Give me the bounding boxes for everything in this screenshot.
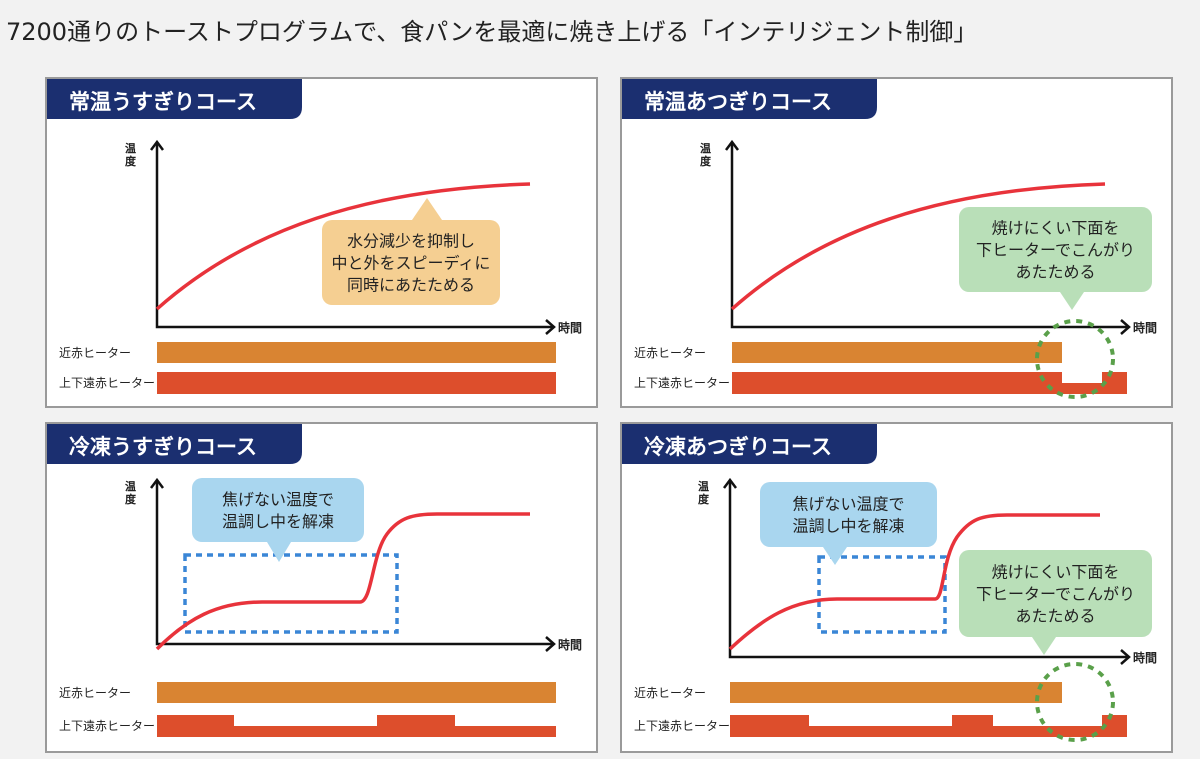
callout-text: 温調し中を解凍 [222, 512, 334, 531]
dashed-highlight-box [817, 555, 947, 634]
temperature-curve [155, 512, 530, 651]
near-heater-bar [730, 682, 1062, 703]
far-heater-bar-segment [157, 715, 234, 737]
y-axis-label: 温度 [700, 141, 712, 168]
panel-title: 常温うすぎりコース [69, 90, 257, 114]
far-heater-bar-segment [1102, 372, 1127, 394]
callout-tail [1032, 637, 1056, 655]
y-axis-label: 温度 [125, 141, 137, 168]
callout-text: 温調し中を解凍 [792, 517, 904, 536]
callout-text: 下ヒーターでこんがり [976, 585, 1135, 604]
dashed-highlight-circle [1035, 319, 1115, 399]
title-banner [47, 79, 302, 119]
axes [155, 142, 554, 329]
far-heater-bar-segment [732, 372, 1062, 394]
callout-text: あたためる [1015, 607, 1095, 626]
callout-text: 下ヒーターでこんがり [976, 241, 1135, 260]
axes [728, 480, 1129, 659]
near-heater-label: 近赤ヒーター [634, 686, 706, 700]
far-heater-bar-segment [993, 726, 1102, 737]
near-heater-label: 近赤ヒーター [634, 346, 706, 360]
callout-tail [823, 547, 847, 565]
dashed-highlight-circle [1035, 662, 1115, 742]
y-axis-arrow-icon [150, 477, 164, 489]
panel-title: 常温あつぎりコース [644, 90, 832, 114]
y-axis-arrow-icon [723, 477, 737, 489]
y-axis-label: 温度 [125, 479, 137, 506]
temperature-curve [155, 182, 531, 311]
far-heater-label: 上下遠赤ヒーター [634, 376, 730, 390]
near-heater-label: 近赤ヒーター [59, 346, 131, 360]
far-heater-bar-segment [730, 715, 809, 737]
temperature-curve [730, 182, 1106, 311]
far-heater-bar-segment [1102, 715, 1127, 737]
panel-room-temp-thin: 常温うすぎりコース温度時間近赤ヒーター上下遠赤ヒーター 水分減少を抑制し 中と外をス… [45, 77, 598, 408]
callout-text: 焼けにくい下面を [992, 563, 1120, 582]
callout-balloon [192, 478, 364, 542]
x-axis-label: 時間 [1133, 320, 1157, 335]
x-axis-arrow-icon [545, 636, 556, 652]
far-heater-bar-segment [234, 726, 377, 737]
page-title: 7200通りのトーストプログラムで、食パンを最適に焼き上げる「インテリジェント制… [6, 18, 978, 46]
title-banner [47, 424, 302, 464]
x-axis-label: 時間 [1133, 650, 1157, 665]
far-heater-bar-segment [952, 715, 993, 737]
callout-text: 焦げない温度で [222, 490, 334, 509]
callout-balloon [959, 550, 1152, 637]
temperature-curve [728, 513, 1100, 651]
far-heater-bar [157, 372, 556, 394]
callout-text: 中と外をスピーディに [332, 254, 491, 273]
callout-text: あたためる [1015, 263, 1095, 282]
panel-room-temp-thick: 常温あつぎりコース温度時間近赤ヒーター上下遠赤ヒーター 焼けにくい下面を 下ヒーター… [620, 77, 1173, 408]
callout-text: 焦げない温度で [792, 495, 904, 514]
panel-frozen-thick: 冷凍あつぎりコース温度時間近赤ヒーター上下遠赤ヒーター 焦げない温度で 温調し中を解… [620, 422, 1173, 753]
near-heater-bar [157, 342, 556, 363]
near-heater-bar [732, 342, 1062, 363]
far-heater-bar-segment [455, 726, 556, 737]
title-banner [622, 79, 877, 119]
callout-balloon [322, 220, 500, 305]
x-axis-arrow-icon [1120, 649, 1131, 665]
far-heater-bar-segment [1062, 383, 1102, 394]
callout-text: 水分減少を抑制し [347, 232, 475, 251]
far-heater-bar-segment [809, 726, 952, 737]
near-heater-bar [157, 682, 556, 703]
far-heater-label: 上下遠赤ヒーター [59, 719, 155, 733]
x-axis-arrow-icon [1120, 319, 1131, 335]
callout-tail [267, 542, 291, 562]
x-axis-label: 時間 [558, 637, 582, 652]
panel-title: 冷凍うすぎりコース [69, 435, 257, 459]
near-heater-label: 近赤ヒーター [59, 686, 131, 700]
title-banner [622, 424, 877, 464]
callout-balloon [760, 482, 937, 547]
dashed-highlight-box [183, 553, 399, 634]
far-heater-bar-segment [377, 715, 455, 737]
callout-text: 同時にあたためる [347, 276, 475, 295]
far-heater-label: 上下遠赤ヒーター [59, 376, 155, 390]
y-axis-arrow-icon [150, 139, 164, 151]
callout-text: 焼けにくい下面を [992, 219, 1120, 238]
panel-title: 冷凍あつぎりコース [644, 435, 832, 459]
axes [155, 480, 554, 646]
panel-frozen-thin: 冷凍うすぎりコース温度時間近赤ヒーター上下遠赤ヒーター 焦げない温度で 温調し中を解… [45, 422, 598, 753]
callout-balloon [959, 207, 1152, 292]
y-axis-label: 温度 [698, 479, 710, 506]
y-axis-arrow-icon [725, 139, 739, 151]
far-heater-label: 上下遠赤ヒーター [634, 719, 730, 733]
callout-tail [412, 198, 442, 220]
axes [730, 142, 1129, 329]
callout-tail [1060, 292, 1084, 310]
x-axis-label: 時間 [558, 320, 582, 335]
x-axis-arrow-icon [545, 319, 556, 335]
